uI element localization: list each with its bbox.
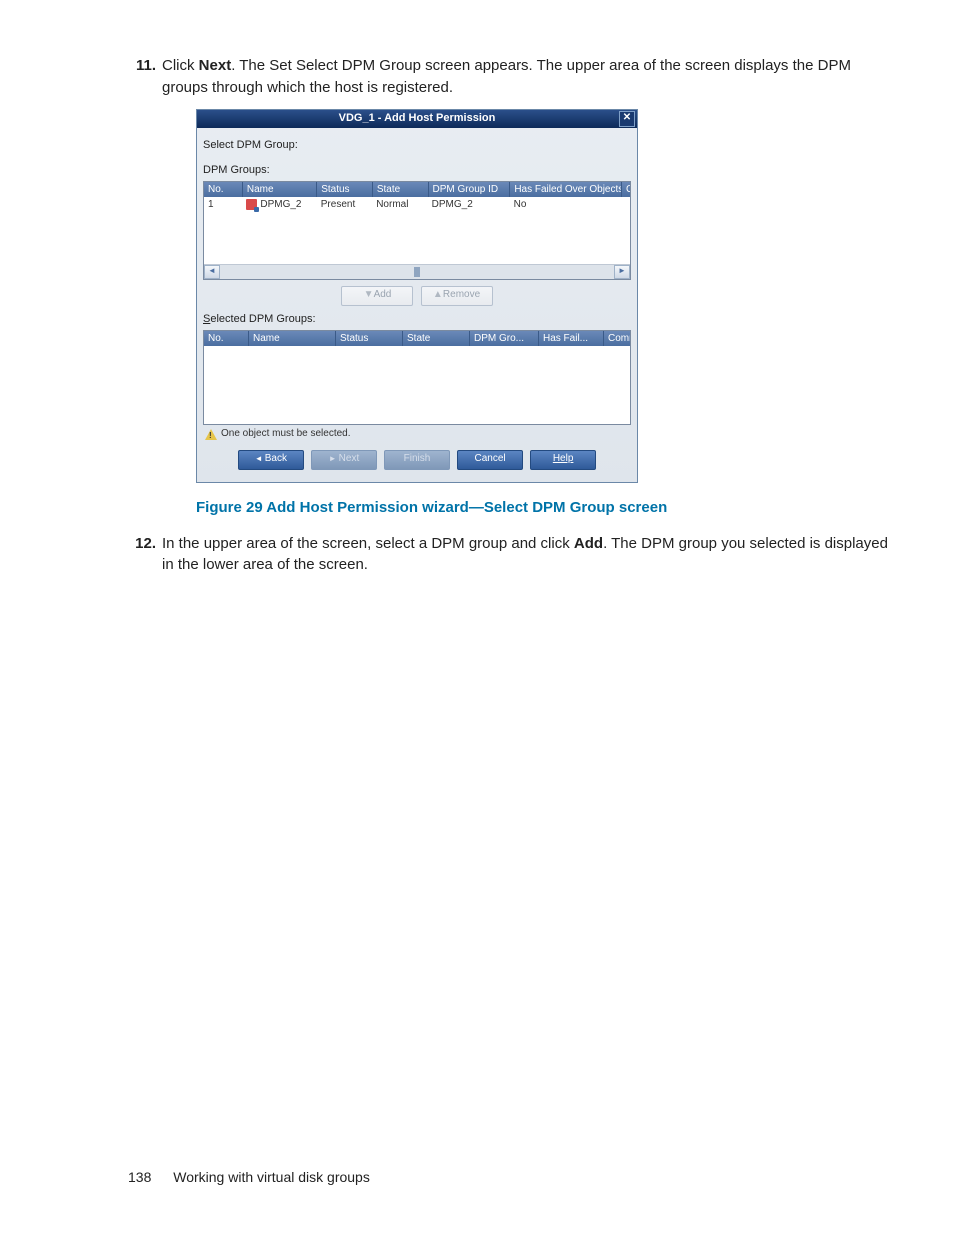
scol-name[interactable]: Name [249, 331, 336, 346]
figure-caption: Figure 29 Add Host Permission wizard—Sel… [196, 497, 894, 519]
col-state[interactable]: State [373, 182, 429, 197]
step-12-bold: Add [574, 535, 603, 552]
wizard-footer: Back Next Finish Cancel Help [203, 448, 631, 474]
step-11-text-pre: Click [162, 57, 199, 74]
scol-fail[interactable]: Has Fail... [539, 331, 604, 346]
scol-status[interactable]: Status [336, 331, 403, 346]
dialog-title: VDG_1 - Add Host Permission [197, 111, 637, 127]
cell-name: DPMG_2 [242, 197, 316, 212]
cell-no: 1 [204, 197, 242, 212]
next-button[interactable]: Next [311, 450, 377, 470]
section-title: Working with virtual disk groups [173, 1169, 370, 1185]
step-12: 12. In the upper area of the screen, sel… [128, 533, 894, 577]
step-12-text-pre: In the upper area of the screen, select … [162, 535, 574, 552]
step-11-text-post: . The Set Select DPM Group screen appear… [162, 57, 851, 96]
selected-groups-table: No. Name Status State DPM Gro... Has Fai… [203, 330, 631, 425]
step-11: 11. Click Next. The Set Select DPM Group… [128, 55, 894, 519]
step-11-bold: Next [199, 57, 232, 74]
warning-text: One object must be selected. [221, 427, 351, 442]
col-name[interactable]: Name [243, 182, 317, 197]
finish-button[interactable]: Finish [384, 450, 450, 470]
h-scrollbar[interactable]: ◄ ► [204, 264, 630, 279]
title-bar: VDG_1 - Add Host Permission ✕ [197, 110, 637, 128]
cancel-button[interactable]: Cancel [457, 450, 523, 470]
scroll-right-icon[interactable]: ► [614, 265, 630, 279]
dpm-groups-label: DPM Groups: [203, 163, 631, 179]
cell-status: Present [317, 197, 372, 212]
close-icon[interactable]: ✕ [619, 111, 635, 127]
page-footer: 138 Working with virtual disk groups [128, 1169, 370, 1185]
add-button[interactable]: ▼Add [341, 286, 413, 306]
page-number: 138 [128, 1169, 151, 1185]
step-11-number: 11. [128, 55, 156, 77]
back-button[interactable]: Back [238, 450, 304, 470]
scol-gro[interactable]: DPM Gro... [470, 331, 539, 346]
table-row[interactable]: 1 DPMG_2 Present Normal DPMG_2 No [204, 197, 630, 212]
warning-icon [205, 429, 217, 440]
step-12-number: 12. [128, 533, 156, 555]
scroll-left-icon[interactable]: ◄ [204, 265, 220, 279]
scol-comment[interactable]: Comment [604, 331, 630, 346]
help-button[interactable]: Help [530, 450, 596, 470]
cell-groupid: DPMG_2 [428, 197, 510, 212]
remove-button[interactable]: ▲Remove [421, 286, 493, 306]
section-label: Select DPM Group: [203, 138, 631, 154]
scroll-thumb[interactable] [414, 267, 420, 277]
col-status[interactable]: Status [317, 182, 373, 197]
scol-state[interactable]: State [403, 331, 470, 346]
empty-rows-selected [204, 346, 630, 424]
cell-failed: No [510, 197, 622, 212]
selected-groups-label: Selected DPM Groups: [203, 312, 631, 328]
add-remove-row: ▼Add ▲Remove [203, 286, 631, 306]
empty-rows [204, 212, 630, 264]
dialog: VDG_1 - Add Host Permission ✕ Select DPM… [196, 109, 638, 483]
scol-no[interactable]: No. [204, 331, 249, 346]
cell-com [622, 197, 630, 212]
col-failed[interactable]: Has Failed Over Objects [510, 182, 622, 197]
col-com[interactable]: Com [622, 182, 630, 197]
cell-state: Normal [372, 197, 427, 212]
col-groupid[interactable]: DPM Group ID [429, 182, 511, 197]
col-no[interactable]: No. [204, 182, 243, 197]
dpm-icon [246, 199, 257, 210]
dpm-groups-table: No. Name Status State DPM Group ID Has F… [203, 181, 631, 280]
warning-row: One object must be selected. [205, 427, 631, 442]
